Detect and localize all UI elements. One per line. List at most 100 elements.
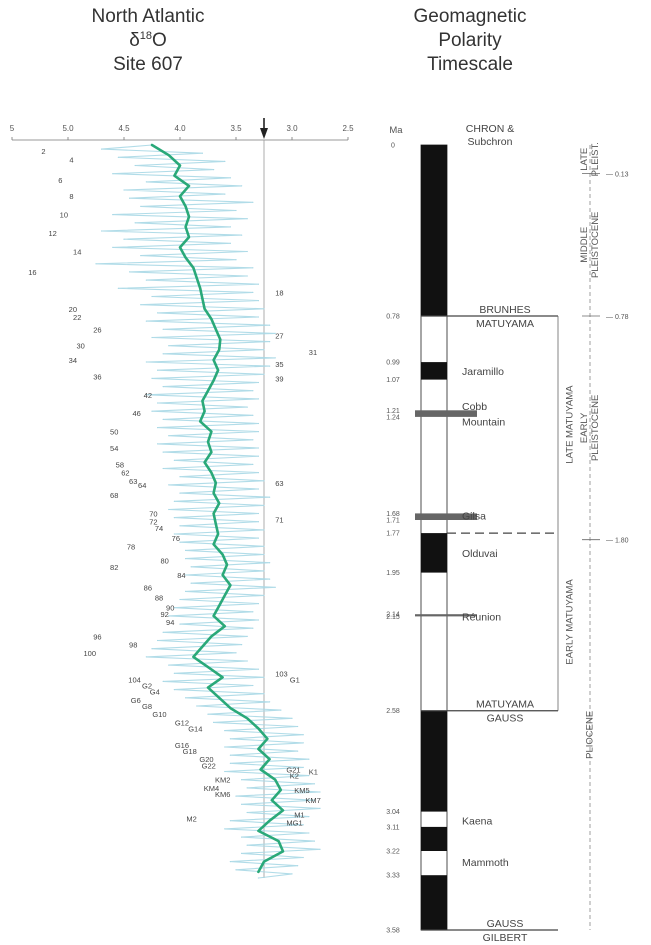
stage-label-left: 2 — [41, 147, 45, 156]
stage-label-left: 12 — [48, 229, 56, 238]
arrow-down-icon — [260, 128, 268, 139]
isotope-noise-point — [274, 586, 276, 588]
epoch-label: PLEISTOCENE — [590, 395, 601, 461]
isotope-noise-point — [257, 512, 259, 515]
stage-label-left: G6 — [131, 696, 141, 705]
stage-label-left: 78 — [127, 542, 135, 551]
right-header-line2: Polarity — [438, 30, 502, 51]
right-header-line3: Timescale — [427, 54, 513, 75]
stage-label-right: KM5 — [294, 786, 309, 795]
polarity-age-tick: 1.68 — [386, 511, 400, 518]
isotope-noise-point — [145, 361, 147, 363]
isotope-noise-point — [229, 242, 231, 244]
isotope-noise-point — [263, 529, 265, 531]
isotope-noise-point — [224, 746, 226, 748]
isotope-noise-point — [308, 832, 310, 834]
polarity-subchron-labels: Jaramillo Cobb Mountain Gilsa Olduvai Réunion… — [462, 366, 509, 869]
matuyama-division-label: LATE MATUYAMA — [565, 385, 576, 464]
isotope-noise-point — [319, 848, 321, 850]
stage-label-left: G16 — [175, 741, 189, 750]
polarity-age-tick: 0.99 — [386, 360, 400, 367]
isotope-noise-point — [145, 656, 147, 658]
polarity-timescale: Ma CHRON & Subchron 0 0.78 0.99 1.07 1.211.2… — [386, 123, 628, 944]
isotope-noise-point — [162, 418, 164, 420]
isotope-noise-point — [168, 664, 170, 666]
normal-polarity-interval — [421, 826, 447, 851]
isotope-noise-point — [185, 558, 187, 560]
isotope-noise-point — [235, 652, 237, 654]
stage-label-left: 84 — [177, 571, 185, 580]
chron-boundary-lower: MATUYAMA — [476, 318, 534, 330]
right-header: Geomagnetic Polarity Timescale — [413, 6, 526, 75]
isotope-noise-point — [229, 177, 231, 179]
polarity-age-tick: 2.15 — [386, 614, 400, 621]
isotope-noise-point — [229, 861, 231, 863]
isotope-noise-point — [241, 779, 243, 781]
stage-label-left: G8 — [142, 702, 152, 711]
normal-polarity-interval — [421, 362, 447, 380]
isotope-noise-point — [269, 578, 271, 580]
isotope-noise-point — [162, 328, 164, 330]
isotope-noise-point — [151, 648, 153, 650]
stage-label-left: 76 — [172, 534, 180, 543]
isotope-noise-point — [257, 537, 259, 539]
isotope-noise-point — [263, 553, 265, 556]
polarity-age-tick: 3.11 — [386, 824, 399, 831]
stage-label-left: 4 — [69, 155, 73, 164]
isotope-noise-point — [252, 267, 254, 269]
isotope-noise-point — [173, 459, 175, 461]
stage-label-right: G1 — [290, 675, 300, 684]
isotope-noise-point — [168, 435, 170, 437]
isotope-x-tick-label: 3.5 — [230, 124, 242, 133]
isotope-noise-point — [263, 594, 265, 597]
isotope-noise-point — [140, 205, 142, 207]
isotope-noise-point — [269, 701, 271, 703]
stage-label-left: 80 — [160, 557, 168, 566]
stage-label-left: G10 — [152, 710, 166, 719]
isotope-x-axis: 5 5.0 4.5 4.0 3.5 3.0 2.5 — [10, 124, 354, 141]
isotope-noise-point — [190, 566, 192, 568]
isotope-noise-point — [173, 689, 175, 691]
stage-label-left: 74 — [155, 524, 163, 533]
matuyama-division-label: EARLY MATUYAMA — [565, 579, 576, 665]
isotope-noise-point — [263, 676, 265, 678]
isotope-noise-point — [257, 603, 259, 605]
isotope-curve-layer — [150, 143, 285, 874]
stage-label-right: 103 — [275, 669, 288, 678]
subchron-label: Jaramillo — [462, 366, 504, 378]
isotope-noise-point — [297, 725, 299, 728]
isotope-noise-point — [162, 631, 164, 633]
isotope-noise-point — [263, 480, 265, 482]
stage-label-left: KM6 — [215, 790, 230, 799]
epoch-label: PLEISTOCENE — [590, 212, 601, 278]
subchron-label: Réunion — [462, 611, 501, 623]
isotope-noise-point — [252, 684, 254, 687]
isotope-noise-point — [162, 353, 164, 355]
isotope-noise-point — [134, 222, 136, 224]
right-header-line1: Geomagnetic — [413, 6, 526, 27]
stage-label-right: K1 — [309, 768, 318, 777]
isotope-noise-point — [313, 783, 315, 785]
stage-label-left: G22 — [202, 761, 216, 770]
isotope-noise-point — [185, 549, 187, 552]
isotope-noise-point — [269, 365, 271, 367]
polarity-age-tick: 0.78 — [386, 314, 400, 321]
stage-label-right: 27 — [275, 331, 283, 340]
isotope-noise-point — [140, 304, 142, 306]
isotope-noise-point — [257, 447, 259, 449]
stage-label-left: 86 — [144, 583, 152, 592]
isotope-noise-point — [157, 639, 159, 642]
isotope-noise-point — [246, 250, 248, 253]
isotope-noise-point — [246, 811, 248, 814]
isotope-noise-point — [246, 635, 248, 638]
isotope-noise-point — [179, 525, 181, 527]
stage-label-left: 82 — [110, 563, 118, 572]
polarity-age-tick: 2.58 — [386, 708, 400, 715]
isotope-x-ticks: 5 5.0 4.5 4.0 3.5 3.0 2.5 — [10, 124, 354, 140]
isotope-noise-point — [235, 795, 237, 797]
isotope-noise-point — [263, 545, 265, 547]
stage-label-left: 72 — [149, 518, 157, 527]
polarity-age-tick: 3.04 — [386, 809, 400, 816]
isotope-noise-point — [207, 713, 209, 715]
stage-label-left: 50 — [110, 428, 118, 437]
